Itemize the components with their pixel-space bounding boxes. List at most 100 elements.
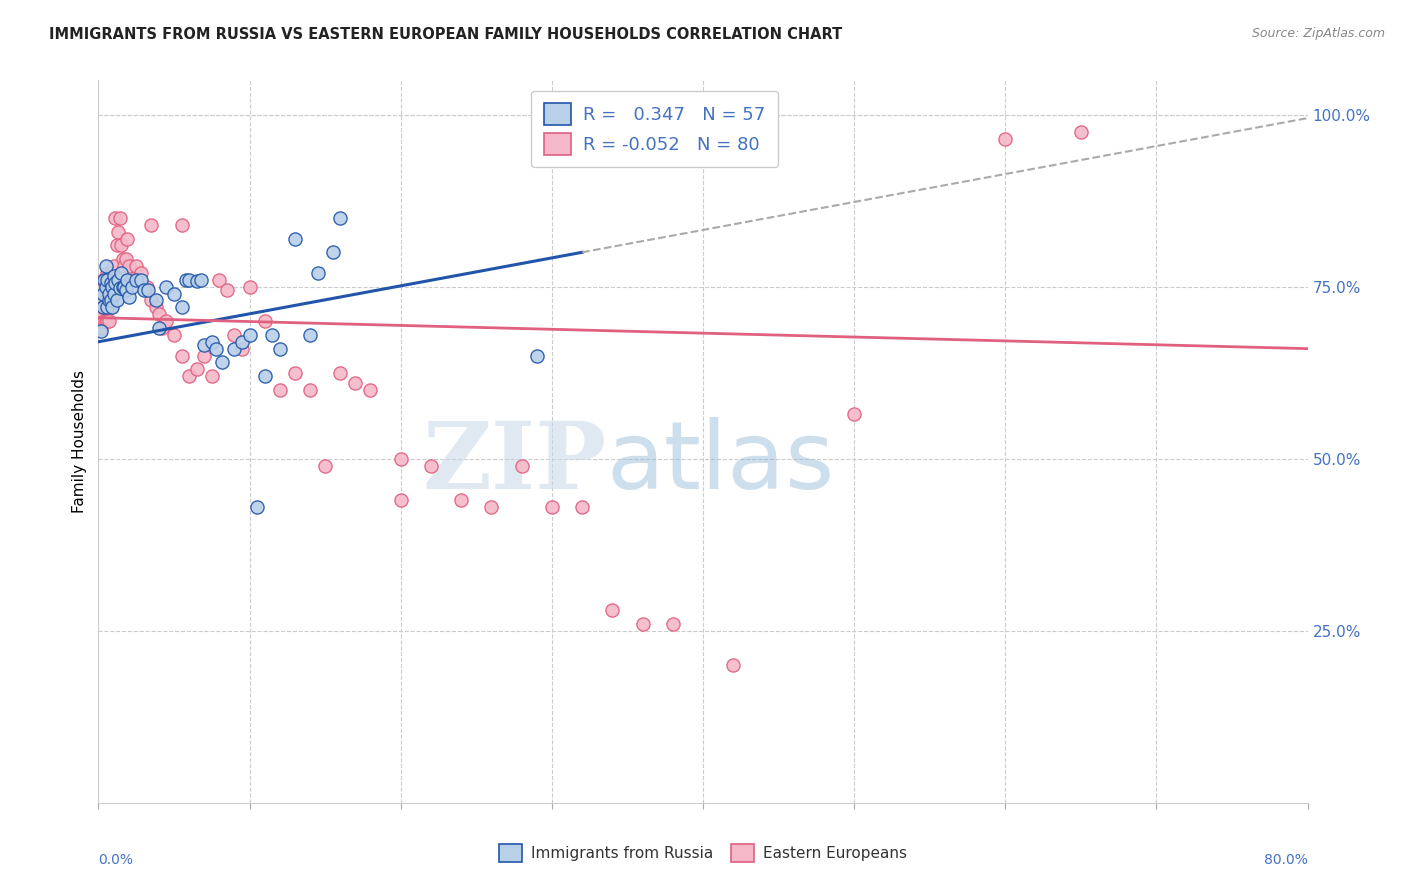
Point <box>239 327 262 342</box>
Point <box>98 314 121 328</box>
Point <box>526 349 548 363</box>
Point <box>96 301 118 315</box>
Point <box>208 273 231 287</box>
Point <box>96 286 118 301</box>
Point <box>253 314 276 328</box>
Point <box>94 279 117 293</box>
Point <box>107 225 129 239</box>
Point <box>114 283 136 297</box>
Point <box>571 500 593 514</box>
Point <box>450 493 472 508</box>
Point <box>93 301 115 315</box>
Point <box>150 321 173 335</box>
Point <box>602 603 624 617</box>
Point <box>105 293 128 308</box>
Point <box>93 314 115 328</box>
Point <box>98 293 121 308</box>
Point <box>94 301 117 315</box>
Point <box>101 279 124 293</box>
Point <box>103 286 125 301</box>
Point <box>129 266 152 280</box>
Point <box>231 334 253 349</box>
Point <box>112 279 135 293</box>
Point <box>186 362 208 376</box>
Point <box>215 283 238 297</box>
Point <box>179 369 201 384</box>
Point <box>141 293 163 308</box>
Point <box>201 369 224 384</box>
Point <box>299 327 322 342</box>
Point <box>170 301 193 315</box>
Point <box>344 376 367 390</box>
Point <box>111 252 134 267</box>
Point <box>103 286 125 301</box>
Point <box>111 279 134 293</box>
Point <box>91 307 114 321</box>
Point <box>224 327 246 342</box>
Point <box>103 273 125 287</box>
Point <box>262 327 284 342</box>
Point <box>104 211 127 225</box>
Point <box>148 321 170 335</box>
Point <box>389 493 412 508</box>
Point <box>103 259 125 273</box>
Point <box>723 658 745 673</box>
Point <box>98 279 121 293</box>
Point <box>193 349 215 363</box>
Point <box>91 286 114 301</box>
Point <box>170 218 193 232</box>
Point <box>115 231 138 245</box>
Point <box>994 132 1017 146</box>
Point <box>269 383 291 397</box>
Point <box>94 290 117 304</box>
Point <box>101 279 124 293</box>
Point <box>420 458 443 473</box>
Point <box>112 259 135 273</box>
Point <box>269 342 291 356</box>
Text: ZIP: ZIP <box>422 418 606 508</box>
Point <box>129 273 152 287</box>
Point <box>94 259 117 273</box>
Point <box>101 301 124 315</box>
Legend: Immigrants from Russia, Eastern Europeans: Immigrants from Russia, Eastern European… <box>492 838 914 868</box>
Text: 80.0%: 80.0% <box>1264 854 1308 867</box>
Point <box>96 273 118 287</box>
Point <box>163 327 186 342</box>
Point <box>284 231 307 245</box>
Point <box>299 383 322 397</box>
Point <box>108 281 131 295</box>
Point <box>155 279 177 293</box>
Point <box>93 273 115 287</box>
Point <box>631 616 654 631</box>
Point <box>481 500 503 514</box>
Point <box>91 273 114 287</box>
Point <box>103 269 125 284</box>
Point <box>100 293 122 308</box>
Text: atlas: atlas <box>606 417 835 509</box>
Point <box>107 273 129 287</box>
Text: IMMIGRANTS FROM RUSSIA VS EASTERN EUROPEAN FAMILY HOUSEHOLDS CORRELATION CHART: IMMIGRANTS FROM RUSSIA VS EASTERN EUROPE… <box>49 27 842 42</box>
Point <box>246 500 269 514</box>
Point <box>114 252 136 267</box>
Point <box>661 616 683 631</box>
Point <box>101 266 124 280</box>
Point <box>96 314 118 328</box>
Point <box>190 273 212 287</box>
Point <box>110 266 132 280</box>
Point <box>201 334 224 349</box>
Point <box>121 279 143 293</box>
Point <box>100 301 122 315</box>
Point <box>360 383 382 397</box>
Point <box>118 259 141 273</box>
Point <box>121 273 143 287</box>
Point <box>205 342 228 356</box>
Point <box>253 369 276 384</box>
Point <box>96 301 118 315</box>
Point <box>94 273 117 287</box>
Legend: R =   0.347   N = 57, R = -0.052   N = 80: R = 0.347 N = 57, R = -0.052 N = 80 <box>531 91 779 168</box>
Point <box>322 245 344 260</box>
Point <box>104 277 127 291</box>
Point <box>193 338 215 352</box>
Y-axis label: Family Households: Family Households <box>72 370 87 513</box>
Point <box>105 238 128 252</box>
